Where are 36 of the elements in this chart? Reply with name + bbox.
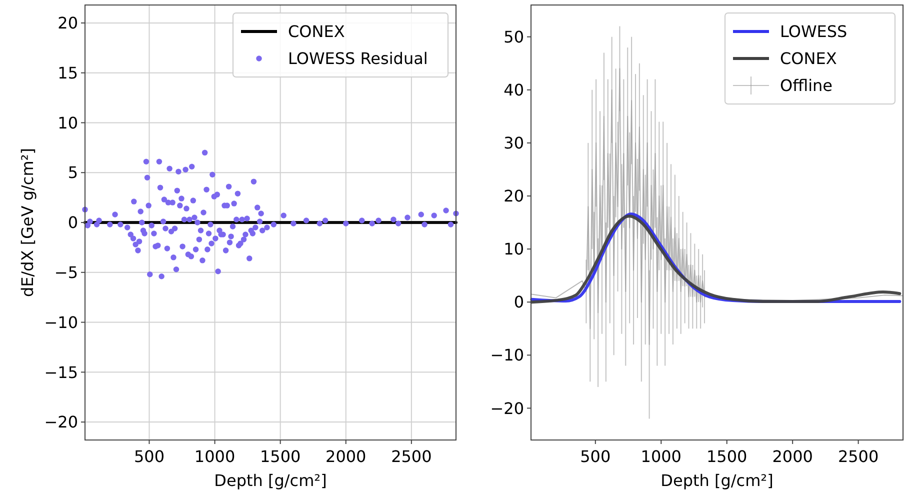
y-tick-label: −20 bbox=[44, 412, 78, 432]
legend-label: CONEX bbox=[780, 49, 837, 68]
x-tick-label: 1000 bbox=[194, 447, 236, 466]
x-tick-label: 1000 bbox=[640, 447, 682, 466]
x-axis-title: Depth [g/cm²] bbox=[660, 471, 774, 490]
y-tick-label: 0 bbox=[514, 292, 524, 312]
y-tick-label: 30 bbox=[504, 134, 524, 153]
y-tick-label: 0 bbox=[68, 213, 78, 232]
x-tick-label: 2000 bbox=[326, 447, 366, 466]
legend-label: CONEX bbox=[288, 22, 345, 42]
x-axis-title: Depth [g/cm²] bbox=[214, 471, 327, 490]
y-tick-label: −15 bbox=[44, 362, 78, 382]
y-tick-label: 15 bbox=[58, 63, 78, 82]
y-tick-label: 40 bbox=[504, 80, 524, 100]
y-tick-label: −10 bbox=[44, 312, 78, 332]
legend-label: LOWESS bbox=[780, 22, 848, 42]
y-tick-label: 50 bbox=[504, 27, 524, 46]
y-tick-label: −20 bbox=[490, 398, 524, 418]
y-tick-label: 10 bbox=[58, 113, 78, 132]
y-tick-label: 5 bbox=[68, 163, 78, 182]
y-tick-label: 20 bbox=[58, 14, 78, 33]
legend-label: LOWESS Residual bbox=[288, 49, 428, 68]
x-tick-label: 500 bbox=[134, 447, 165, 466]
x-tick-label: 1500 bbox=[260, 447, 301, 466]
x-tick-label: 2500 bbox=[391, 447, 432, 466]
x-tick-label: 1500 bbox=[706, 447, 748, 466]
y-tick-label: −5 bbox=[54, 262, 78, 282]
y-tick-label: 20 bbox=[504, 186, 524, 206]
x-tick-label: 2000 bbox=[772, 447, 813, 466]
y-tick-label: 10 bbox=[504, 240, 524, 259]
x-tick-label: 2500 bbox=[838, 447, 879, 466]
line-series bbox=[530, 68, 904, 346]
y-tick-label: −10 bbox=[490, 346, 524, 365]
legend-label: Offline bbox=[780, 76, 832, 96]
x-tick-label: 500 bbox=[580, 447, 611, 466]
y-axis-title: dE/dX [GeV g/cm²] bbox=[18, 148, 37, 297]
